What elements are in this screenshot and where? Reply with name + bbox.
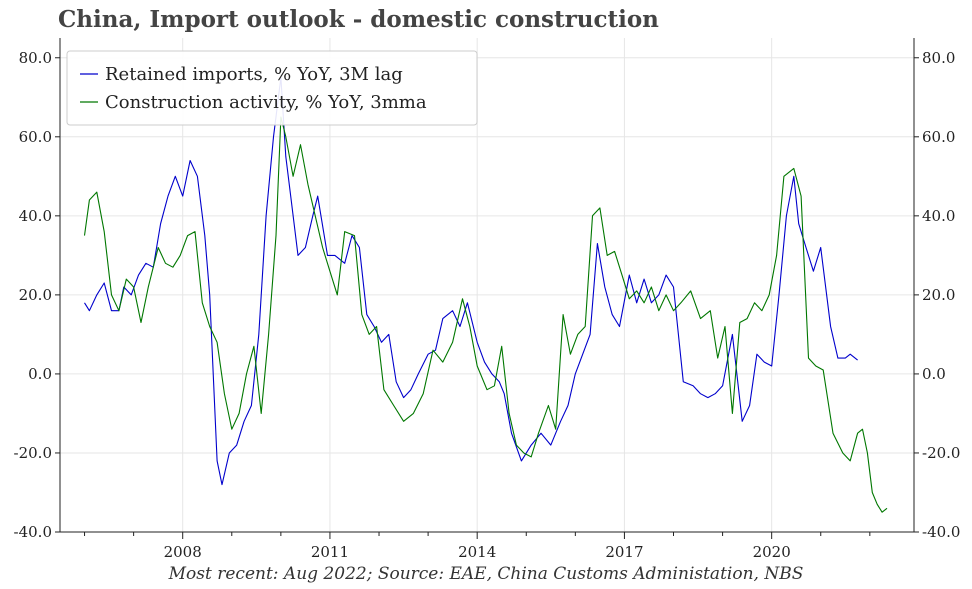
y-tick-label-right: 0.0 <box>922 365 946 383</box>
x-tick-label: 2008 <box>164 543 202 561</box>
y-tick-label-left: 0.0 <box>28 365 52 383</box>
y-tick-label-left: 80.0 <box>19 49 52 67</box>
legend-label-construction: Construction activity, % YoY, 3mma <box>105 92 427 113</box>
y-tick-label-left: 20.0 <box>19 286 52 304</box>
chart-title: China, Import outlook - domestic constru… <box>58 6 659 33</box>
legend-label-imports: Retained imports, % YoY, 3M lag <box>105 64 403 85</box>
y-tick-label-left: 40.0 <box>19 207 52 225</box>
source-note: Most recent: Aug 2022; Source: EAE, Chin… <box>168 564 804 584</box>
series-line-imports <box>84 76 858 486</box>
ticks: -40.0 -40.0 -20.0 -20.0 0.0 0.0 20.0 20.0 40.0 40… <box>14 49 961 561</box>
legend: Retained imports, % YoY, 3M lag Construc… <box>66 50 478 126</box>
x-tick-label: 2020 <box>753 543 791 561</box>
y-tick-label-right: -40.0 <box>922 523 960 541</box>
y-tick-label-right: 80.0 <box>922 49 955 67</box>
y-tick-label-right: 20.0 <box>922 286 955 304</box>
x-tick-label: 2017 <box>605 543 643 561</box>
y-tick-label-left: -20.0 <box>14 444 52 462</box>
y-tick-label-right: -20.0 <box>922 444 960 462</box>
y-tick-label-left: -40.0 <box>14 523 52 541</box>
y-tick-label-right: 60.0 <box>922 128 955 146</box>
y-tick-label-right: 40.0 <box>922 207 955 225</box>
legend-box <box>66 50 478 126</box>
series-layer <box>83 76 888 513</box>
x-tick-label: 2014 <box>458 543 496 561</box>
y-tick-label-left: 60.0 <box>19 128 52 146</box>
series-line-construction <box>83 116 888 513</box>
x-tick-label: 2011 <box>311 543 349 561</box>
